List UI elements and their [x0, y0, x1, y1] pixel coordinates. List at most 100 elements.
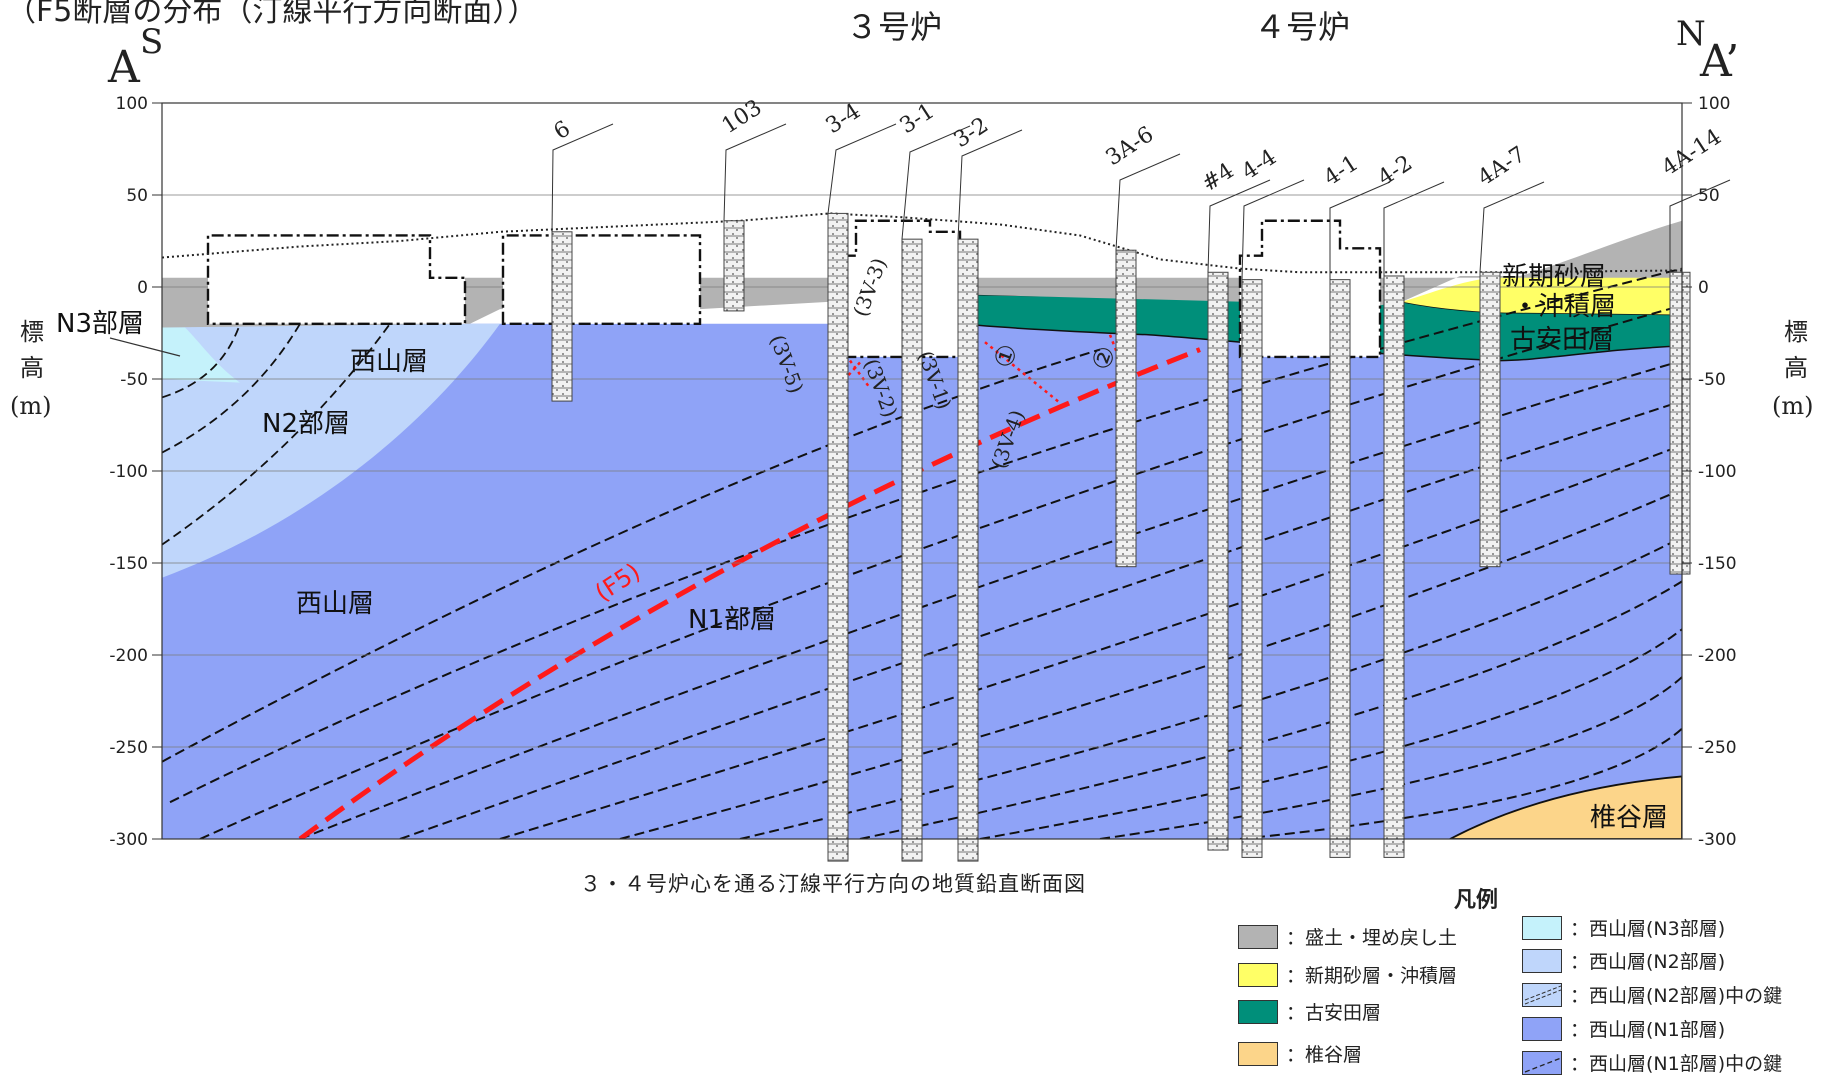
borehole-leader: [1383, 181, 1445, 276]
borehole-leader: [551, 123, 614, 232]
legend-label-n1: ：西山層(N1部層): [1570, 1019, 1726, 1041]
borehole-label: 3-1: [896, 99, 939, 139]
n2-boundary-line: [162, 323, 391, 546]
section-end-orientation: N: [1676, 14, 1706, 54]
axis-label-left-3: (m): [10, 392, 51, 420]
borehole-label: 6: [550, 116, 575, 145]
sub-fault-line: [984, 341, 1061, 404]
borehole-column: [1479, 271, 1501, 568]
legend-swatch-n2: [1522, 948, 1562, 973]
y-tick-label: -300: [109, 830, 148, 850]
legend-swatch-n1: [1522, 1016, 1562, 1041]
legend-label-n3: ：西山層(N3部層): [1570, 918, 1726, 940]
y-tick-label: -150: [109, 554, 148, 574]
axis-label-right-3: (m): [1772, 392, 1813, 420]
y-tick-label: 100: [1698, 94, 1730, 114]
y-tick-label: -250: [1698, 738, 1737, 758]
borehole-label: 4A-7: [1474, 142, 1531, 191]
section-end-label: A’: [1700, 36, 1740, 87]
borehole-column: [1383, 275, 1405, 858]
borehole-column: [723, 220, 745, 312]
legend-swatch-n1-key: [1522, 1050, 1562, 1075]
nishiyama-lower-label: 西山層: [296, 589, 374, 619]
legend-label-n1-key: ：西山層(N1部層)中の鍵: [1570, 1053, 1783, 1075]
n2-label: N2部層: [262, 409, 350, 439]
nishiyama-upper-label: 西山層: [350, 347, 428, 377]
legend-item-n1: ：西山層(N1部層): [1522, 1015, 1725, 1042]
y-axis-left: 100 50 0 -50 -100 -150 -200 -250 -300: [109, 94, 162, 850]
y-tick-label: -150: [1698, 554, 1737, 574]
borehole-column: [1241, 279, 1263, 858]
legend-label-fill: ：盛土・埋め戻し土: [1286, 927, 1458, 949]
shinki-label: 新期砂層: [1502, 262, 1606, 292]
borehole-label: 3A-6: [1102, 122, 1159, 171]
axis-label-left-1: 標: [20, 318, 44, 346]
n2-boundary-line: [162, 323, 301, 454]
legend-item-koyasuda: ：古安田層: [1238, 998, 1381, 1025]
y-tick-label: 50: [126, 186, 148, 206]
legend-label-n2: ：西山層(N2部層): [1570, 951, 1726, 973]
y-tick-label: -200: [109, 646, 148, 666]
n3-leader-line: [109, 337, 181, 357]
borehole-label: 3-4: [822, 99, 865, 139]
legend-item-shiiya: ：椎谷層: [1238, 1040, 1362, 1067]
key-bed-line: [399, 400, 1682, 839]
borehole-label: 4-2: [1374, 151, 1417, 191]
y-tick-label: 50: [1698, 186, 1720, 206]
legend-label-n2-key: ：西山層(N2部層)中の鍵: [1570, 985, 1783, 1007]
borehole-column: [827, 212, 849, 862]
reactor-4-label: ４号炉: [1254, 8, 1351, 46]
axis-label-right-2: 高: [1784, 354, 1808, 382]
borehole-leader: [723, 123, 787, 221]
shiiya-layer: [1449, 775, 1682, 839]
borehole-label: 4-1: [1320, 151, 1363, 191]
koyasuda-label: 古安田層: [1510, 325, 1614, 355]
section-start-label: A: [108, 42, 140, 93]
n2-boundary-line: [162, 323, 241, 399]
borehole-column: [551, 231, 573, 402]
key-bed-line: [299, 359, 1682, 839]
borehole-column: [957, 238, 979, 862]
borehole-leader: [1207, 179, 1271, 273]
key-bed-line: [739, 536, 1682, 839]
y-tick-label: -50: [120, 370, 148, 390]
key-bed-line: [499, 444, 1682, 839]
shiiya-label: 椎谷層: [1590, 803, 1668, 833]
borehole-leader: [1115, 153, 1181, 251]
borehole-leader: [957, 129, 1023, 240]
page-title: （F5断層の分布（汀線平行方向断面））: [6, 0, 538, 29]
building-outline: [501, 234, 702, 325]
n3-label: N3部層: [56, 309, 144, 339]
legend-title: 凡例: [1454, 888, 1499, 913]
legend-item-n3: ：西山層(N3部層): [1522, 914, 1725, 941]
reactor-3-label: ３号炉: [846, 8, 943, 46]
borehole-column: [1329, 279, 1351, 858]
y-tick-label: -100: [1698, 462, 1737, 482]
chuseki-label: ・沖積層: [1512, 292, 1616, 322]
legend-swatch-n3: [1522, 915, 1562, 940]
legend-item-sand: ：新期砂層・沖積層: [1238, 961, 1457, 988]
legend-swatch-shiiya: [1238, 1041, 1278, 1066]
key-bed-line: [169, 267, 1682, 804]
borehole-column: [1207, 271, 1229, 851]
legend-swatch-n2-key: [1522, 982, 1562, 1007]
n2-layer: [162, 323, 500, 578]
y-tick-label: 0: [137, 278, 148, 298]
borehole-column: [1669, 271, 1691, 575]
y-tick-label: -200: [1698, 646, 1737, 666]
legend-label-koyasuda: ：古安田層: [1286, 1002, 1382, 1024]
y-tick-label: 0: [1698, 278, 1709, 298]
legend-swatch-koyasuda: [1238, 999, 1278, 1024]
diagram-caption: ３・４号炉心を通る汀線平行方向の地質鉛直断面図: [580, 872, 1086, 896]
borehole-label: 4-4: [1238, 145, 1281, 185]
key-bed-line: [162, 348, 1101, 763]
borehole-label: #4: [1198, 158, 1239, 197]
borehole-label: 3-2: [950, 113, 993, 153]
legend-item-n2-key: ：西山層(N2部層)中の鍵: [1522, 981, 1782, 1008]
y-axis-right: 100 50 0 -50 -100 -150 -200 -250 -300: [1682, 94, 1737, 850]
legend-item-fill: ：盛土・埋め戻し土: [1238, 923, 1457, 950]
axis-label-right-1: 標: [1784, 318, 1808, 346]
n3-layer: [162, 327, 240, 383]
borehole-label: 4A-14: [1658, 124, 1726, 181]
